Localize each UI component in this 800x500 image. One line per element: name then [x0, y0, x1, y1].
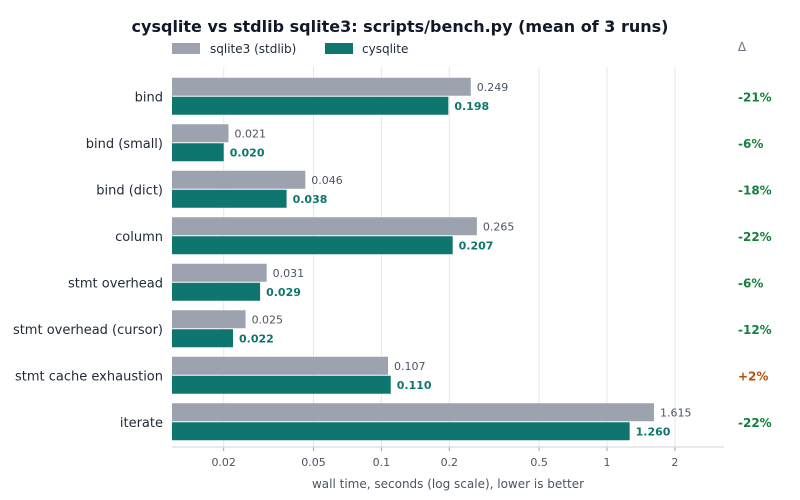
bar-cysqlite	[172, 189, 287, 208]
category-label: stmt cache exhaustion	[15, 369, 163, 384]
category-label: bind (small)	[86, 137, 163, 152]
bar-cysqlite	[172, 375, 391, 394]
category-label: stmt overhead (cursor)	[13, 323, 163, 338]
legend-swatch-cysqlite	[325, 43, 353, 54]
delta-value: -6%	[738, 276, 763, 290]
category-label: iterate	[120, 416, 163, 431]
category-label: stmt overhead	[68, 276, 163, 291]
value-label-sqlite3: 0.031	[273, 267, 305, 280]
bar-cysqlite	[172, 282, 261, 301]
bar-cysqlite	[172, 329, 234, 348]
x-tick-label: 0.1	[373, 456, 391, 469]
delta-value: -22%	[738, 230, 772, 244]
bar-cysqlite	[172, 143, 224, 162]
x-tick-label: 2	[671, 456, 678, 469]
value-label-cysqlite: 0.029	[266, 286, 301, 299]
bar-sqlite3	[172, 310, 246, 329]
bar-sqlite3	[172, 217, 477, 236]
x-tick-label: 0.05	[301, 456, 326, 469]
bar-cysqlite	[172, 422, 630, 441]
value-label-sqlite3: 1.615	[660, 406, 692, 419]
x-tick-label: 1	[604, 456, 611, 469]
category-labels: bind bind (small) bind (dict) column stmt ov…	[13, 90, 163, 431]
bar-cysqlite	[172, 96, 449, 115]
bar-sqlite3	[172, 170, 306, 189]
x-tick-label: 0.5	[530, 456, 548, 469]
x-tick-label: 0.2	[441, 456, 459, 469]
bars: 0.249 0.198 0.021 0.020 0.046 0.038 0.265 0.207…	[172, 77, 692, 441]
bar-sqlite3	[172, 124, 229, 143]
value-label-cysqlite: 0.198	[454, 100, 489, 113]
bar-cysqlite	[172, 236, 453, 255]
legend-label-sqlite3: sqlite3 (stdlib)	[210, 42, 296, 56]
delta-column: -21% -6% -18% -22% -6% -12% +2% -22%	[738, 90, 772, 430]
legend: sqlite3 (stdlib) cysqlite	[172, 42, 408, 56]
delta-value: +2%	[738, 369, 768, 383]
legend-label-cysqlite: cysqlite	[362, 42, 408, 56]
value-label-sqlite3: 0.046	[311, 174, 343, 187]
value-label-cysqlite: 0.207	[459, 239, 494, 252]
gridlines	[223, 67, 676, 447]
delta-header: Δ	[738, 40, 747, 54]
chart-title: cysqlite vs stdlib sqlite3: scripts/benc…	[132, 17, 669, 36]
delta-value: -6%	[738, 137, 763, 151]
value-label-sqlite3: 0.249	[477, 81, 509, 94]
category-label: bind (dict)	[96, 183, 163, 198]
value-label-sqlite3: 0.025	[252, 313, 284, 326]
bar-sqlite3	[172, 356, 389, 375]
x-tick-label: 0.02	[211, 456, 236, 469]
x-axis: 0.02 0.05 0.1 0.2 0.5 1 2	[172, 446, 724, 469]
bar-sqlite3	[172, 263, 267, 282]
delta-value: -21%	[738, 90, 772, 104]
category-label: bind	[135, 90, 163, 105]
value-label-cysqlite: 0.110	[397, 379, 432, 392]
value-label-sqlite3: 0.107	[394, 360, 426, 373]
delta-value: -12%	[738, 323, 772, 337]
delta-value: -18%	[738, 183, 772, 197]
value-label-sqlite3: 0.021	[234, 127, 266, 140]
delta-value: -22%	[738, 416, 772, 430]
value-label-cysqlite: 1.260	[636, 425, 671, 438]
category-label: column	[115, 230, 163, 245]
value-label-cysqlite: 0.022	[239, 332, 274, 345]
value-label-cysqlite: 0.038	[293, 193, 328, 206]
value-label-cysqlite: 0.020	[230, 146, 265, 159]
bar-sqlite3	[172, 77, 471, 96]
legend-swatch-sqlite3	[172, 43, 200, 54]
x-axis-label: wall time, seconds (log scale), lower is…	[312, 477, 584, 491]
value-label-sqlite3: 0.265	[483, 220, 514, 233]
bar-sqlite3	[172, 403, 654, 422]
